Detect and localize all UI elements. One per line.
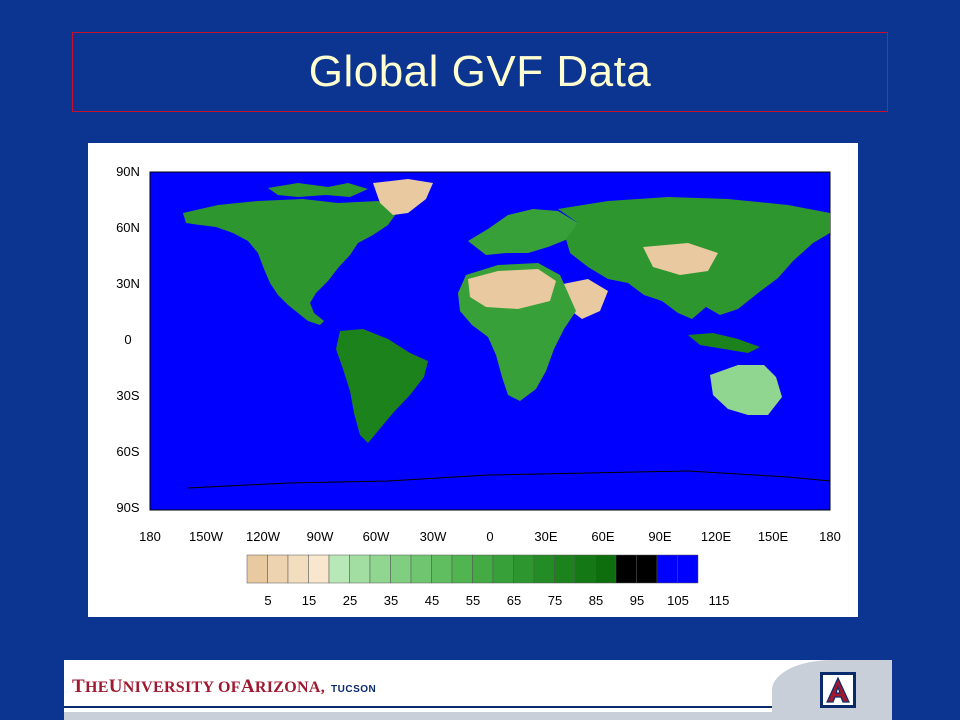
slide-title: Global GVF Data (308, 47, 652, 96)
colorbar-label: 5 (264, 593, 271, 608)
lon-label: 150W (189, 529, 224, 544)
colorbar-cell (328, 554, 350, 584)
colorbar-cell (656, 554, 678, 584)
world-map: 90N 60N 30N 0 30S 60S 90S 180 150W 120W … (116, 164, 841, 608)
colorbar-cell (308, 554, 330, 584)
wordmark-he: HE (84, 679, 109, 696)
footer-rule (64, 706, 774, 708)
north-america (183, 199, 398, 325)
lon-label: 30E (534, 529, 557, 544)
wordmark-u: U (108, 676, 123, 697)
colorbar-cell (492, 554, 514, 584)
university-wordmark: T HE U NIVERSITY OF A RIZONA, TUCSON (72, 676, 376, 704)
lat-label: 30S (116, 388, 139, 403)
colorbar-cell (513, 554, 535, 584)
colorbar-cell (431, 554, 453, 584)
lon-label: 120E (701, 529, 732, 544)
arctic-islands (268, 183, 368, 197)
europe (468, 209, 578, 255)
colorbar-cell (595, 554, 617, 584)
lon-label: 90E (648, 529, 671, 544)
colorbar-cell (369, 554, 391, 584)
south-america (336, 329, 428, 443)
colorbar-label: 65 (507, 593, 521, 608)
colorbar-cell (574, 554, 596, 584)
colorbar-label: 105 (667, 593, 689, 608)
lon-label: 90W (307, 529, 334, 544)
lat-label: 90S (116, 500, 139, 515)
lon-label: 150E (758, 529, 789, 544)
colorbar-cell (451, 554, 473, 584)
university-a-logo-icon (820, 672, 856, 708)
colorbar-label: 25 (343, 593, 357, 608)
colorbar-label: 45 (425, 593, 439, 608)
colorbar-label: 55 (466, 593, 480, 608)
indonesia (688, 333, 760, 353)
lon-label: 30W (420, 529, 447, 544)
lat-label: 60S (116, 444, 139, 459)
colorbar-cell (554, 554, 576, 584)
antarctica-coast (187, 470, 831, 489)
footer-strip (64, 712, 892, 720)
colorbar-label: 15 (302, 593, 316, 608)
lon-label: 180 (139, 529, 161, 544)
wordmark-niversity: NIVERSITY OF (122, 679, 241, 696)
lat-axis: 90N 60N 30N 0 30S 60S 90S (116, 164, 140, 515)
colorbar-cell (636, 554, 658, 584)
central-asia-desert (643, 243, 718, 275)
colorbar-cell (246, 554, 268, 584)
title-frame: Global GVF Data (72, 32, 888, 112)
greenland (373, 179, 433, 215)
colorbar-label: 35 (384, 593, 398, 608)
colorbar-cell (267, 554, 289, 584)
colorbar-cell (472, 554, 494, 584)
lon-label: 180 (819, 529, 841, 544)
lon-label: 60W (363, 529, 390, 544)
land-masses (183, 179, 831, 489)
colorbar-labels: 5 15 25 35 45 55 65 75 85 95 105 115 (264, 593, 729, 608)
wordmark-city: TUCSON (331, 684, 377, 695)
colorbar (246, 554, 699, 584)
colorbar-cell (349, 554, 371, 584)
university-footer: T HE U NIVERSITY OF A RIZONA, TUCSON (64, 660, 892, 720)
wordmark-rizona: RIZONA, (254, 679, 326, 696)
colorbar-cell (615, 554, 637, 584)
lat-label: 90N (116, 164, 140, 179)
lon-label: 0 (486, 529, 493, 544)
colorbar-cell (410, 554, 432, 584)
colorbar-cell (390, 554, 412, 584)
colorbar-label: 85 (589, 593, 603, 608)
lon-label: 60E (591, 529, 614, 544)
australia (710, 365, 782, 415)
lat-label: 60N (116, 220, 140, 235)
colorbar-cell (287, 554, 309, 584)
lon-label: 120W (246, 529, 281, 544)
colorbar-label: 75 (548, 593, 562, 608)
colorbar-cell (533, 554, 555, 584)
lon-axis: 180 150W 120W 90W 60W 30W 0 30E 60E 90E … (139, 529, 841, 544)
gvf-map-figure: 90N 60N 30N 0 30S 60S 90S 180 150W 120W … (88, 143, 858, 617)
colorbar-label: 95 (630, 593, 644, 608)
lat-label: 0 (124, 332, 131, 347)
sahara (468, 269, 556, 309)
colorbar-label: 115 (709, 593, 730, 608)
wordmark-a: A (240, 676, 255, 697)
lat-label: 30N (116, 276, 140, 291)
colorbar-cell (677, 554, 699, 584)
wordmark-t: T (72, 676, 85, 697)
